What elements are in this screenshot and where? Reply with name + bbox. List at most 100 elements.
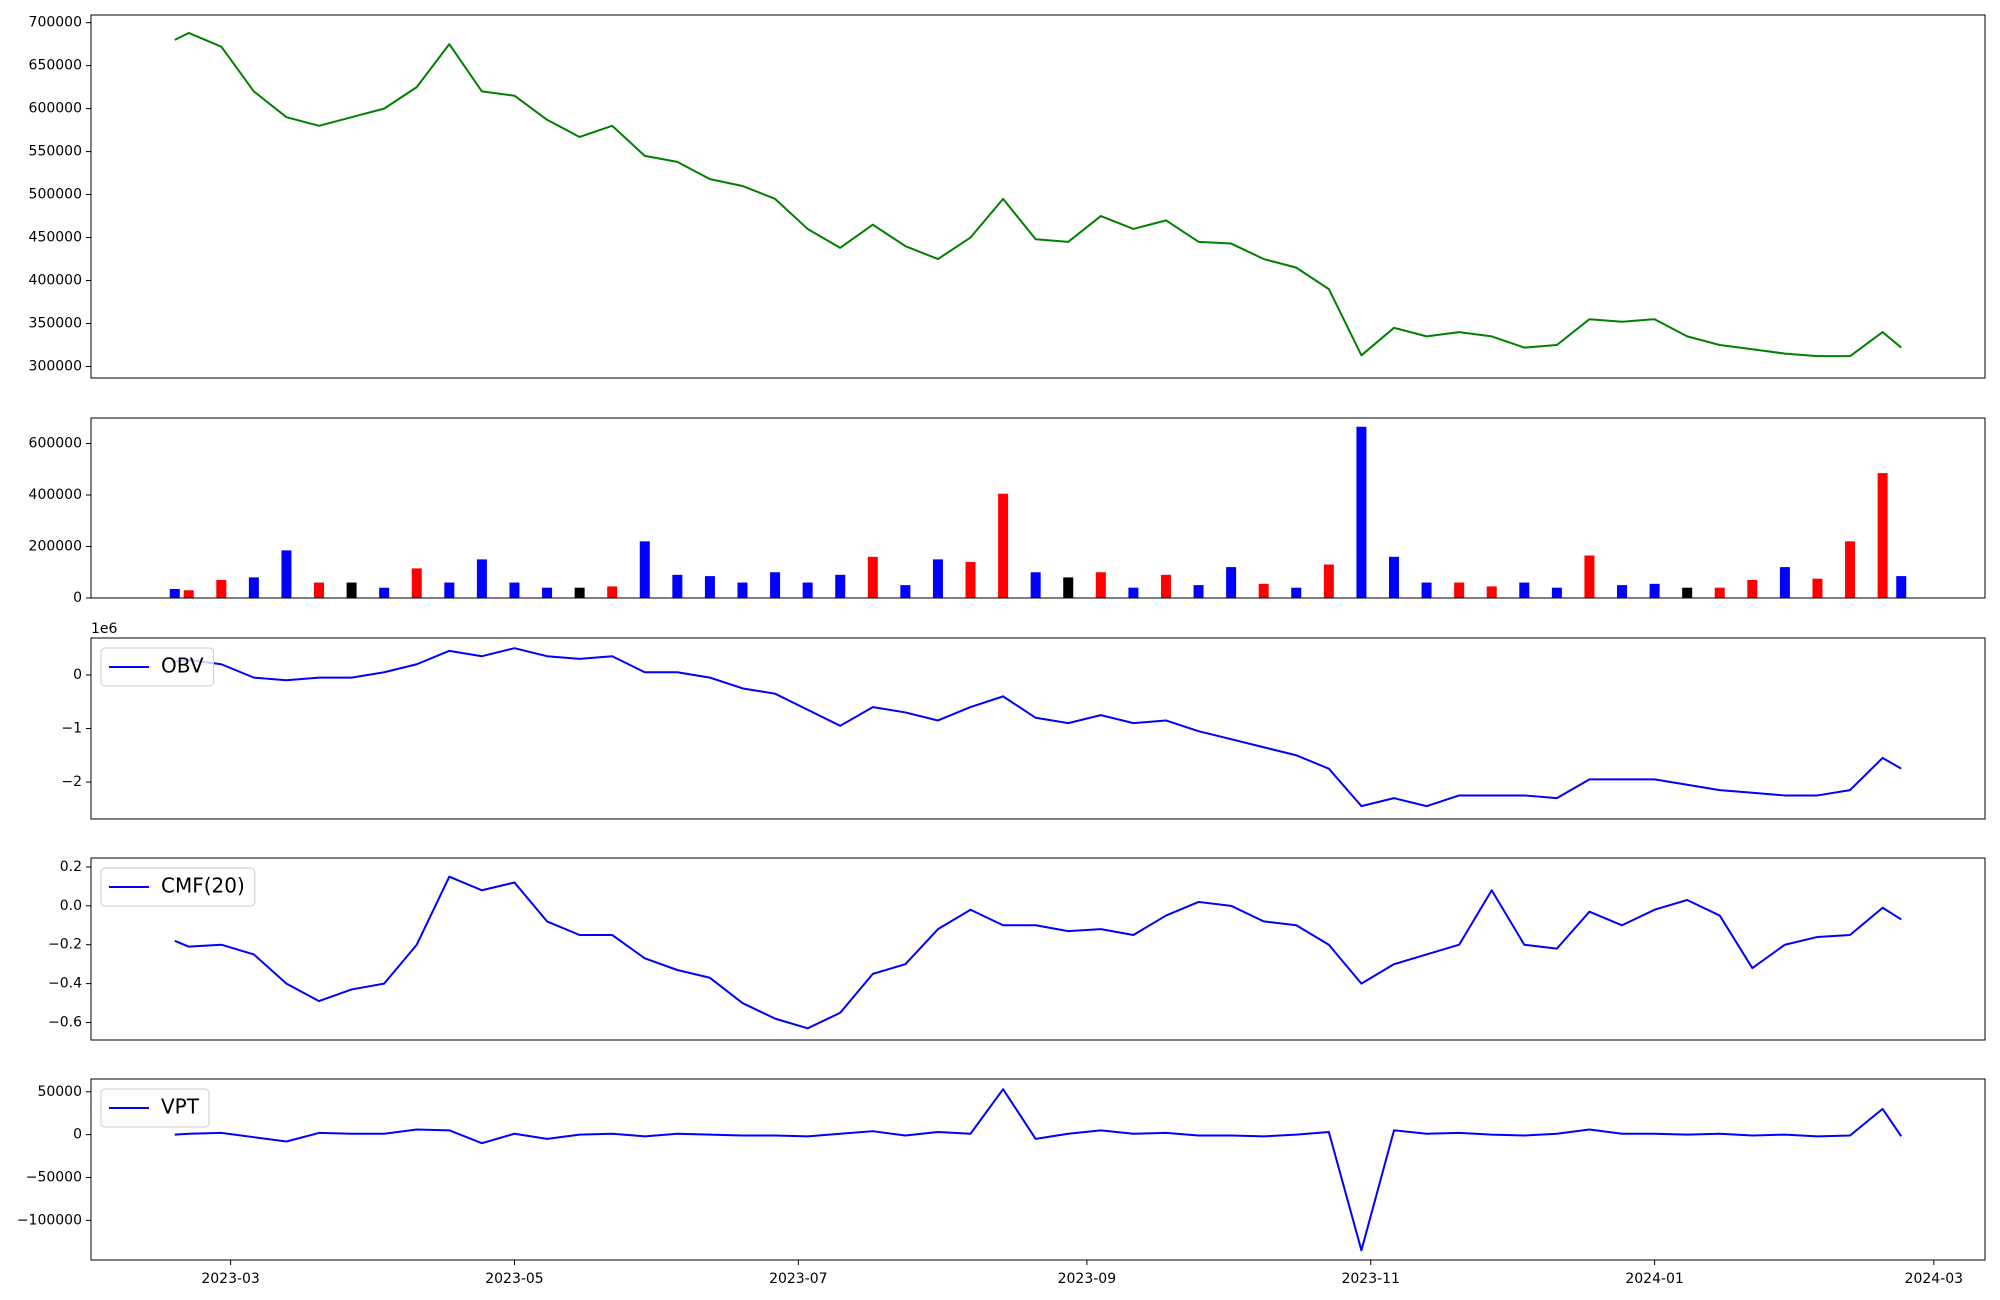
x-tick-label: 2023-05: [485, 1271, 544, 1287]
bar: [574, 587, 585, 598]
y-tick-label: 550000: [29, 144, 82, 160]
y-tick-label: 650000: [29, 58, 82, 74]
bar: [1519, 582, 1530, 598]
plot-area: [174, 31, 1902, 358]
x-tick-label: 2024-03: [1905, 1271, 1964, 1287]
bar: [1323, 564, 1334, 598]
y-tick-label: −0.4: [48, 976, 82, 992]
y-tick-label: 600000: [29, 435, 82, 451]
bar: [1845, 541, 1856, 598]
y-tick-label: 400000: [29, 487, 82, 503]
legend-box: [100, 647, 215, 687]
bar: [1128, 587, 1139, 598]
bar: [802, 582, 813, 598]
bar: [1258, 583, 1269, 598]
bar: [444, 582, 455, 598]
bar: [835, 574, 846, 598]
y-tick-label: 0.0: [60, 898, 82, 914]
legend-label: OBV: [161, 654, 204, 678]
bar: [1291, 587, 1302, 598]
bar: [1160, 574, 1171, 598]
bar: [1356, 426, 1367, 598]
y-tick-label: −0.2: [48, 937, 82, 953]
x-tick-label: 2023-11: [1341, 1271, 1400, 1287]
bar: [1779, 567, 1790, 598]
y-tick-label: 50000: [37, 1084, 82, 1100]
line-series: [174, 31, 1902, 358]
bar: [248, 577, 259, 598]
bar: [314, 582, 325, 598]
bar: [169, 588, 180, 598]
axes-frame: [90, 1078, 1986, 1261]
x-tick-label: 2023-03: [201, 1271, 260, 1287]
bar: [1226, 567, 1237, 598]
y-tick-label: 400000: [29, 273, 82, 289]
legend: OBV: [100, 647, 215, 687]
bar: [1421, 582, 1432, 598]
y-tick-label: 450000: [29, 230, 82, 246]
bar: [1486, 586, 1497, 598]
y-tick-label: 350000: [29, 316, 82, 332]
bar: [1617, 585, 1628, 598]
legend: VPT: [100, 1088, 210, 1128]
axes-frame: [90, 14, 1986, 379]
x-tick-label: 2024-01: [1625, 1271, 1684, 1287]
x-tick-label: 2023-09: [1058, 1271, 1117, 1287]
bar: [965, 561, 976, 598]
panel: 300000 350000 400000 450000 500000 550000 6000…: [29, 14, 1986, 379]
bar: [346, 582, 357, 598]
bar: [1193, 585, 1204, 598]
bar: [1682, 587, 1693, 598]
offset-label: 1e6: [91, 621, 118, 637]
y-tick-label: 0.2: [60, 859, 82, 875]
bar: [998, 493, 1009, 598]
bar: [542, 587, 553, 598]
line-series: [174, 647, 1902, 808]
axes-frame: [90, 637, 1986, 820]
y-tick-label: 0: [73, 1127, 82, 1143]
legend: CMF(20): [100, 867, 256, 907]
bar: [509, 582, 520, 598]
bar: [1812, 578, 1823, 598]
legend-box: [100, 1088, 210, 1128]
bar: [1454, 582, 1465, 598]
panel: −0.6 −0.4 −0.2 0.0 0.2 CMF(20): [48, 857, 1986, 1041]
bar: [1584, 555, 1595, 598]
y-tick-label: −50000: [26, 1169, 82, 1185]
bar: [476, 559, 487, 598]
plot-area: [174, 647, 1902, 808]
y-tick-label: −100000: [17, 1212, 82, 1228]
bar: [1896, 576, 1907, 598]
bar: [672, 574, 683, 598]
bar: [281, 550, 292, 598]
bar: [1030, 572, 1041, 598]
y-tick-label: 500000: [29, 187, 82, 203]
bar: [932, 559, 943, 598]
legend-label: CMF(20): [161, 874, 245, 898]
bar: [1714, 587, 1725, 598]
bar: [1095, 572, 1106, 598]
bar: [1877, 473, 1888, 598]
bar: [900, 585, 911, 598]
bar: [379, 587, 390, 598]
legend-box: [100, 867, 256, 907]
panel: −100000 −50000 0 50000 2023-03 2023-05 2023-07…: [17, 1078, 1986, 1287]
legend-label: VPT: [161, 1095, 200, 1119]
bar: [704, 576, 715, 598]
bar: [607, 586, 618, 598]
bar: [183, 590, 194, 598]
bar: [1649, 583, 1660, 598]
plot-area: [174, 875, 1902, 1030]
y-tick-label: 700000: [29, 15, 82, 31]
line-series: [174, 1088, 1903, 1252]
bar: [867, 556, 878, 598]
x-tick-label: 2023-07: [769, 1271, 828, 1287]
bar: [1388, 556, 1399, 598]
y-tick-label: −2: [61, 774, 82, 790]
panel: −2 −1 0 1e6 OBV: [61, 621, 1986, 820]
line-series: [174, 875, 1902, 1030]
y-tick-label: −1: [61, 721, 82, 737]
panel: 0 200000 400000 600000: [29, 417, 1986, 606]
bar: [411, 568, 422, 598]
